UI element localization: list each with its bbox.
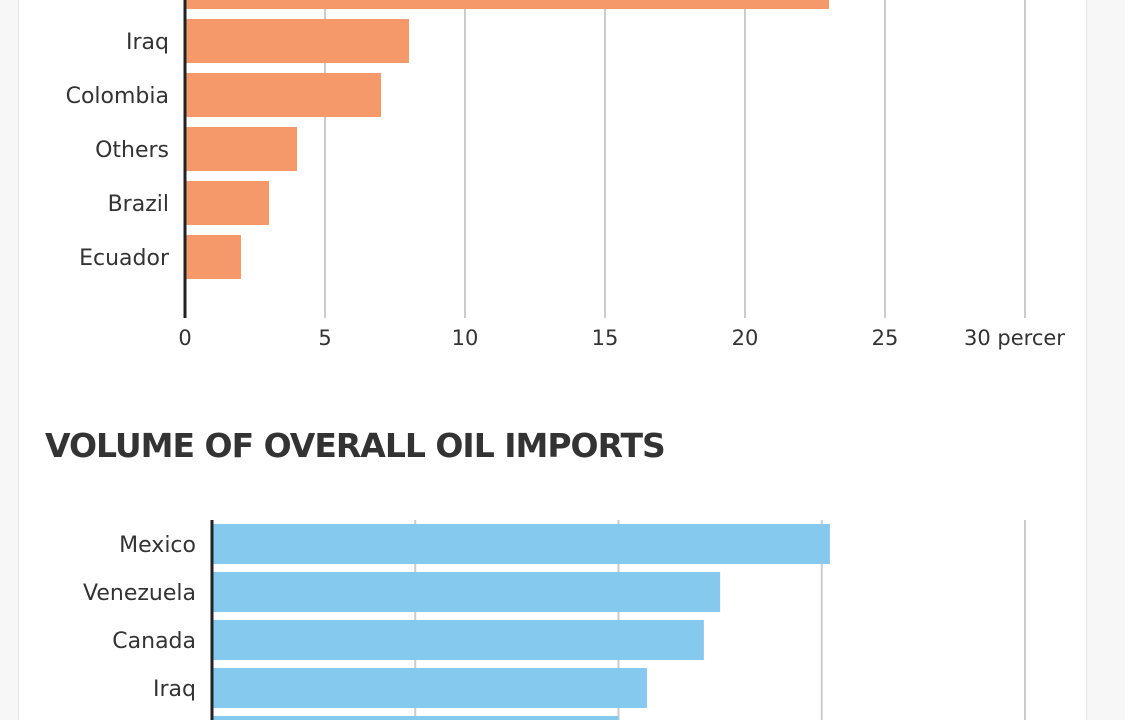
category-label-ecuador: Ecuador — [79, 246, 170, 271]
share-of-oil-imports-chart: Canada Iraq Colombia Others Brazil Ecuador 0 5 1… — [66, 0, 1078, 350]
bar-ecuador — [185, 235, 241, 279]
bar-iraq — [212, 668, 647, 708]
category-label-brazil: Brazil — [108, 192, 169, 217]
category-label-colombia: Colombia — [66, 84, 169, 109]
bar-mexico — [212, 524, 830, 564]
bar-brazil — [185, 181, 269, 225]
x-tick-label: 25 — [872, 326, 899, 350]
category-label-iraq: Iraq — [126, 30, 169, 55]
bar-iraq — [185, 19, 409, 63]
x-tick-label: 20 — [732, 326, 759, 350]
x-tick-label: 5 — [318, 326, 331, 350]
volume-of-oil-imports-chart: Mexico Venezuela Canada Iraq — [83, 520, 1026, 720]
x-tick-label: 10 — [452, 326, 479, 350]
category-label-venezuela: Venezuela — [83, 581, 196, 606]
category-label-others: Others — [95, 138, 169, 163]
x-tick-label: 0 — [178, 326, 191, 350]
x-tick-label: 30 percent — [964, 326, 1078, 350]
bar-canada — [185, 0, 829, 9]
category-label-canada: Canada — [112, 629, 196, 654]
x-tick-label: 15 — [592, 326, 619, 350]
bar-cropped — [212, 716, 619, 720]
category-label-mexico: Mexico — [119, 533, 196, 558]
bar-colombia — [185, 73, 381, 117]
bar-canada — [212, 620, 704, 660]
chart-title-volume-of-overall-oil-imports: VOLUME OF OVERALL OIL IMPORTS — [45, 426, 666, 465]
bar-venezuela — [212, 572, 721, 612]
bar-others — [185, 127, 297, 171]
category-label-iraq: Iraq — [153, 677, 196, 702]
category-label-canada: Canada — [85, 0, 169, 1]
